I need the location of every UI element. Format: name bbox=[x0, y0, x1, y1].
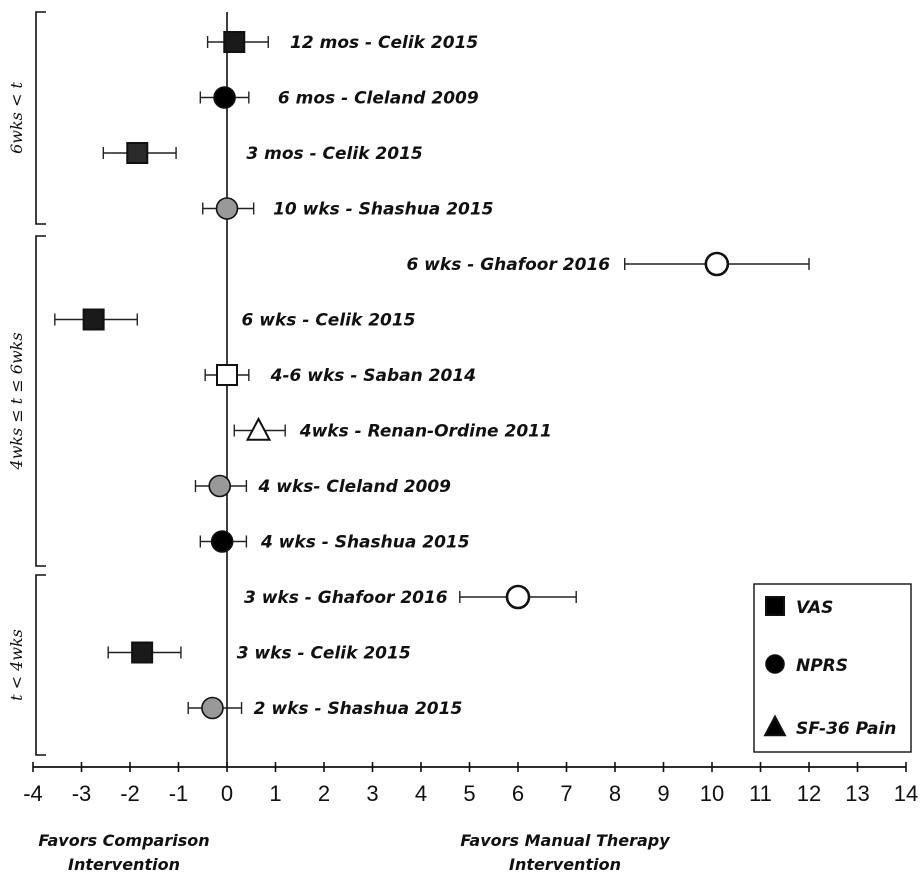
estimate-markers bbox=[82, 31, 730, 720]
estimate-marker bbox=[131, 641, 154, 664]
group-bracket: t < 4wks bbox=[7, 574, 46, 756]
group-bracket: 4wks ≤ t ≤ 6wks bbox=[7, 235, 46, 567]
x-tick-label: 1 bbox=[269, 781, 281, 806]
estimate-marker bbox=[704, 251, 730, 277]
group-bracket: 6wks < t bbox=[7, 11, 46, 225]
estimate-marker bbox=[82, 308, 105, 331]
estimate-marker bbox=[216, 364, 238, 386]
group-label: 4wks ≤ t ≤ 6wks bbox=[7, 332, 26, 470]
x-tick-label: 7 bbox=[560, 781, 572, 806]
axis-direction-labels: Favors Comparison Intervention Favors Manu… bbox=[38, 831, 670, 874]
study-label: 3 wks - Ghafoor 2016 bbox=[244, 588, 448, 608]
x-tick-label: 14 bbox=[894, 781, 918, 806]
study-label: 10 wks - Shashua 2015 bbox=[273, 200, 493, 220]
study-label: 3 wks - Celik 2015 bbox=[237, 644, 411, 664]
study-label: 4wks - Renan-Ordine 2011 bbox=[299, 422, 552, 442]
study-label: 4 wks - Shashua 2015 bbox=[260, 533, 470, 553]
legend-label: NPRS bbox=[796, 656, 848, 676]
estimate-marker bbox=[505, 584, 531, 610]
study-label: 4-6 wks - Saban 2014 bbox=[270, 366, 476, 386]
x-tick-label: 2 bbox=[318, 781, 330, 806]
study-label: 6 wks - Ghafoor 2016 bbox=[406, 255, 610, 275]
legend-symbol bbox=[765, 596, 785, 616]
x-tick-label: 4 bbox=[415, 781, 427, 806]
estimate-marker bbox=[245, 416, 272, 441]
legend-symbol bbox=[765, 654, 785, 674]
favors-comparison-label: Favors Comparison Intervention bbox=[38, 831, 209, 874]
estimate-marker bbox=[126, 142, 149, 164]
group-label: t < 4wks bbox=[7, 629, 26, 701]
legend-label: VAS bbox=[796, 598, 833, 618]
study-label: 4 wks- Cleland 2009 bbox=[258, 477, 452, 497]
x-tick-label: 9 bbox=[657, 781, 669, 806]
study-label: 2 wks - Shashua 2015 bbox=[254, 699, 463, 719]
legend-symbol bbox=[763, 714, 787, 737]
x-tick-label: 6 bbox=[512, 781, 524, 806]
study-labels: 12 mos - Celik 2015 6 mos - Cleland 2009 3… bbox=[237, 33, 611, 719]
x-tick-label: -1 bbox=[169, 781, 189, 806]
favors-manual-therapy-label: Favors Manual Therapy Intervention bbox=[460, 831, 670, 874]
estimate-marker bbox=[208, 474, 232, 498]
x-tick-label: -3 bbox=[72, 781, 92, 806]
x-tick-label: 3 bbox=[366, 781, 378, 806]
estimate-marker bbox=[201, 696, 224, 720]
x-tick-label: 8 bbox=[609, 781, 621, 806]
legend-label: SF-36 Pain bbox=[796, 719, 896, 739]
x-axis: -4 -3 -2 -1 0 1 2 3 4 5 6 7 8 9 10 11 12 13 14 bbox=[23, 762, 918, 806]
group-brackets: 6wks < t 4wks ≤ t ≤ 6wks t < 4wks bbox=[7, 11, 46, 756]
x-tick-label: 0 bbox=[221, 781, 233, 806]
study-label: 6 wks - Celik 2015 bbox=[242, 311, 416, 331]
estimate-marker bbox=[210, 530, 234, 553]
estimate-marker bbox=[215, 197, 239, 220]
x-tick-label: -2 bbox=[120, 781, 140, 806]
study-label: 12 mos - Celik 2015 bbox=[290, 33, 478, 53]
study-label: 3 mos - Celik 2015 bbox=[246, 144, 422, 164]
x-tick-label: 12 bbox=[797, 781, 821, 806]
x-tick-label: 11 bbox=[749, 781, 772, 806]
x-tick-label: -4 bbox=[23, 781, 43, 806]
study-label: 6 mos - Cleland 2009 bbox=[278, 89, 479, 109]
legend: VAS NPRS SF-36 Pain bbox=[753, 583, 912, 753]
x-tick-label: 13 bbox=[845, 781, 869, 806]
x-tick-label: 5 bbox=[463, 781, 475, 806]
estimate-marker bbox=[213, 86, 236, 109]
group-label: 6wks < t bbox=[7, 82, 26, 154]
x-tick-label: 10 bbox=[700, 781, 724, 806]
estimate-marker bbox=[223, 31, 246, 53]
